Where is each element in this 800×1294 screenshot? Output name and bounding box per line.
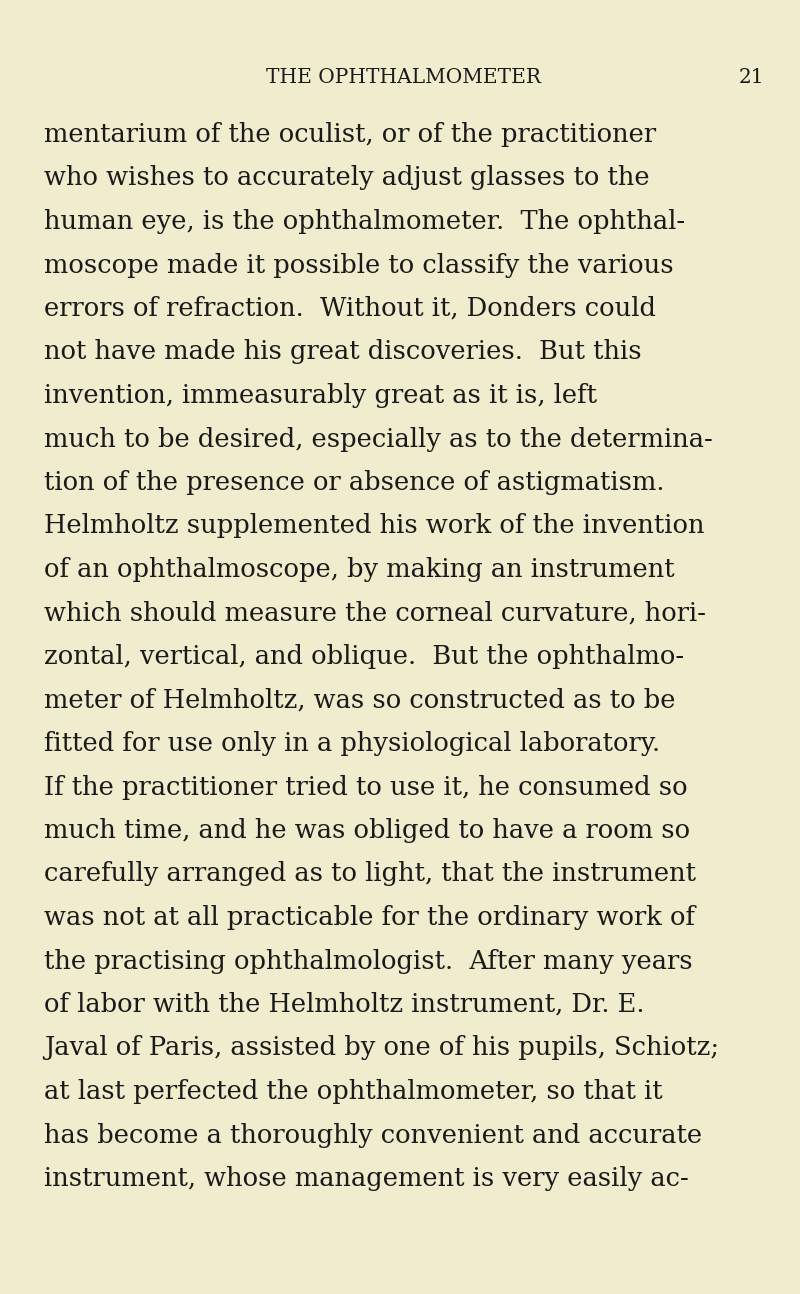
Text: THE OPHTHALMOMETER: THE OPHTHALMOMETER <box>266 69 542 87</box>
Text: was not at all practicable for the ordinary work of: was not at all practicable for the ordin… <box>44 905 695 930</box>
Text: the practising ophthalmologist.  After many years: the practising ophthalmologist. After ma… <box>44 949 693 973</box>
Text: at last perfected the ophthalmometer, so that it: at last perfected the ophthalmometer, so… <box>44 1079 662 1104</box>
Text: of an ophthalmoscope, by making an instrument: of an ophthalmoscope, by making an instr… <box>44 556 674 582</box>
Text: has become a thoroughly convenient and accurate: has become a thoroughly convenient and a… <box>44 1122 702 1148</box>
Text: which should measure the corneal curvature, hori-: which should measure the corneal curvatu… <box>44 600 706 625</box>
Text: human eye, is the ophthalmometer.  The ophthal-: human eye, is the ophthalmometer. The op… <box>44 210 685 234</box>
Text: much to be desired, especially as to the determina-: much to be desired, especially as to the… <box>44 427 713 452</box>
Text: If the practitioner tried to use it, he consumed so: If the practitioner tried to use it, he … <box>44 775 688 800</box>
Text: 21: 21 <box>738 69 764 87</box>
Text: instrument, whose management is very easily ac-: instrument, whose management is very eas… <box>44 1166 689 1190</box>
Text: not have made his great discoveries.  But this: not have made his great discoveries. But… <box>44 339 642 365</box>
Text: errors of refraction.  Without it, Donders could: errors of refraction. Without it, Donder… <box>44 296 656 321</box>
Text: of labor with the Helmholtz instrument, Dr. E.: of labor with the Helmholtz instrument, … <box>44 992 645 1017</box>
Text: fitted for use only in a physiological laboratory.: fitted for use only in a physiological l… <box>44 731 660 756</box>
Text: invention, immeasurably great as it is, left: invention, immeasurably great as it is, … <box>44 383 597 408</box>
Text: tion of the presence or absence of astigmatism.: tion of the presence or absence of astig… <box>44 470 665 496</box>
Text: mentarium of the oculist, or of the practitioner: mentarium of the oculist, or of the prac… <box>44 122 656 148</box>
Text: Helmholtz supplemented his work of the invention: Helmholtz supplemented his work of the i… <box>44 514 705 538</box>
Text: zontal, vertical, and oblique.  But the ophthalmo-: zontal, vertical, and oblique. But the o… <box>44 644 684 669</box>
Text: much time, and he was obliged to have a room so: much time, and he was obliged to have a … <box>44 818 690 842</box>
Text: Javal of Paris, assisted by one of his pupils, Schiotz;: Javal of Paris, assisted by one of his p… <box>44 1035 719 1061</box>
Text: moscope made it possible to classify the various: moscope made it possible to classify the… <box>44 252 674 277</box>
Text: meter of Helmholtz, was so constructed as to be: meter of Helmholtz, was so constructed a… <box>44 687 675 713</box>
Text: carefully arranged as to light, that the instrument: carefully arranged as to light, that the… <box>44 862 696 886</box>
Text: who wishes to accurately adjust glasses to the: who wishes to accurately adjust glasses … <box>44 166 650 190</box>
